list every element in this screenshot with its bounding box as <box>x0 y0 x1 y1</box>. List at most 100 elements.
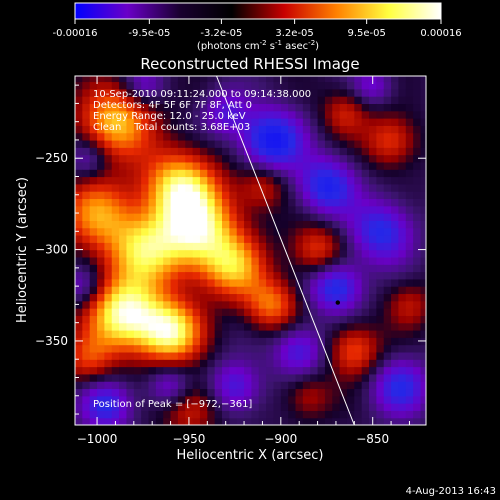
heatmap-cell <box>295 351 304 360</box>
heatmap-cell <box>126 169 135 178</box>
heatmap-cell <box>288 278 297 287</box>
heatmap-cell <box>148 139 157 148</box>
heatmap-cell <box>273 359 282 368</box>
heatmap-cell <box>266 388 275 397</box>
heatmap-cell <box>251 337 260 346</box>
heatmap-cell <box>97 227 105 236</box>
heatmap-cell <box>207 110 216 119</box>
heatmap-cell <box>148 169 157 178</box>
heatmap-cell <box>126 81 135 90</box>
heatmap-cell <box>133 403 142 411</box>
heatmap-cell <box>405 337 414 346</box>
heatmap-cell <box>222 176 230 185</box>
heatmap-cell <box>332 147 341 156</box>
heatmap-cell <box>177 395 186 404</box>
heatmap-cell <box>119 191 128 200</box>
heatmap-cell <box>413 381 422 390</box>
heatmap-cell <box>236 381 245 390</box>
heatmap-cell <box>273 388 282 397</box>
heatmap-cell <box>185 403 194 411</box>
heatmap-cell <box>332 103 341 112</box>
heatmap-cell <box>391 110 400 119</box>
heatmap-cell <box>280 293 289 302</box>
heatmap-cell <box>155 300 164 309</box>
heatmap-cell <box>222 293 230 302</box>
heatmap-cell <box>126 242 135 251</box>
heatmap-cell <box>369 161 377 170</box>
heatmap-cell <box>214 264 223 273</box>
heatmap-cell <box>170 76 179 83</box>
heatmap-cell <box>339 161 348 170</box>
heatmap-cell <box>133 110 142 119</box>
heatmap-cell <box>295 329 304 338</box>
heatmap-cell <box>244 176 253 185</box>
heatmap-cell <box>82 220 91 229</box>
heatmap-cell <box>170 278 179 287</box>
heatmap-cell <box>324 410 333 419</box>
colorbar-tick-label: 3.2e-05 <box>275 28 313 39</box>
heatmap-cell <box>111 96 120 105</box>
heatmap-cell <box>405 132 414 141</box>
heatmap-cell <box>185 227 194 236</box>
heatmap-cell <box>192 88 201 97</box>
heatmap-cell <box>280 351 289 360</box>
heatmap-cell <box>295 176 304 185</box>
annotation-energy-range: Energy Range: 12.0 - 25.0 keV <box>93 111 246 122</box>
heatmap-cell <box>405 176 414 185</box>
heatmap-cell <box>420 191 426 200</box>
heatmap-cell <box>310 300 319 309</box>
heatmap-cell <box>148 293 157 302</box>
heatmap-cell <box>369 96 377 105</box>
heatmap-cell <box>258 308 267 316</box>
heatmap-cell <box>332 271 341 280</box>
heatmap-cell <box>310 381 319 390</box>
heatmap-cell <box>244 373 253 382</box>
heatmap-cell <box>369 300 377 309</box>
heatmap-cell <box>185 344 194 353</box>
heatmap-cell <box>310 161 319 170</box>
heatmap-cell <box>82 308 91 316</box>
heatmap-cell <box>89 169 98 178</box>
heatmap-cell <box>229 147 238 156</box>
heatmap-cell <box>133 344 142 353</box>
heatmap-cell <box>391 132 400 141</box>
colorbar-tick-label: -9.5e-05 <box>128 28 170 39</box>
heatmap-cell <box>126 198 135 207</box>
heatmap-cell <box>317 139 326 148</box>
heatmap-cell <box>104 81 113 90</box>
heatmap-cell <box>376 161 385 170</box>
heatmap-cell <box>361 169 370 178</box>
heatmap-cell <box>163 403 172 411</box>
heatmap-cell <box>119 205 128 214</box>
heatmap-cell <box>207 278 216 287</box>
heatmap-cell <box>413 183 422 192</box>
heatmap-cell <box>413 315 422 324</box>
heatmap-cell <box>369 139 377 148</box>
heatmap-cell <box>214 308 223 316</box>
heatmap-cell <box>295 256 304 265</box>
heatmap-cell <box>361 132 370 141</box>
heatmap-cell <box>236 154 245 163</box>
heatmap-cell <box>104 242 113 251</box>
heatmap-cell <box>229 76 238 83</box>
heatmap-cell <box>177 154 186 163</box>
heatmap-cell <box>163 205 172 214</box>
heatmap-cell <box>229 110 238 119</box>
heatmap-cell <box>266 161 275 170</box>
heatmap-cell <box>126 125 135 134</box>
heatmap-cell <box>280 286 289 295</box>
heatmap-cell <box>420 286 426 295</box>
heatmap-cell <box>376 344 385 353</box>
heatmap-cell <box>177 118 186 126</box>
heatmap-cell <box>126 147 135 156</box>
heatmap-cell <box>199 286 208 295</box>
heatmap-cell <box>170 308 179 316</box>
heatmap-cell <box>369 373 377 382</box>
heatmap-cell <box>82 359 91 368</box>
heatmap-cell <box>295 373 304 382</box>
heatmap-cell <box>111 329 120 338</box>
heatmap-cell <box>266 242 275 251</box>
heatmap-cell <box>310 81 319 90</box>
heatmap-cell <box>391 169 400 178</box>
heatmap-cell <box>346 264 355 273</box>
